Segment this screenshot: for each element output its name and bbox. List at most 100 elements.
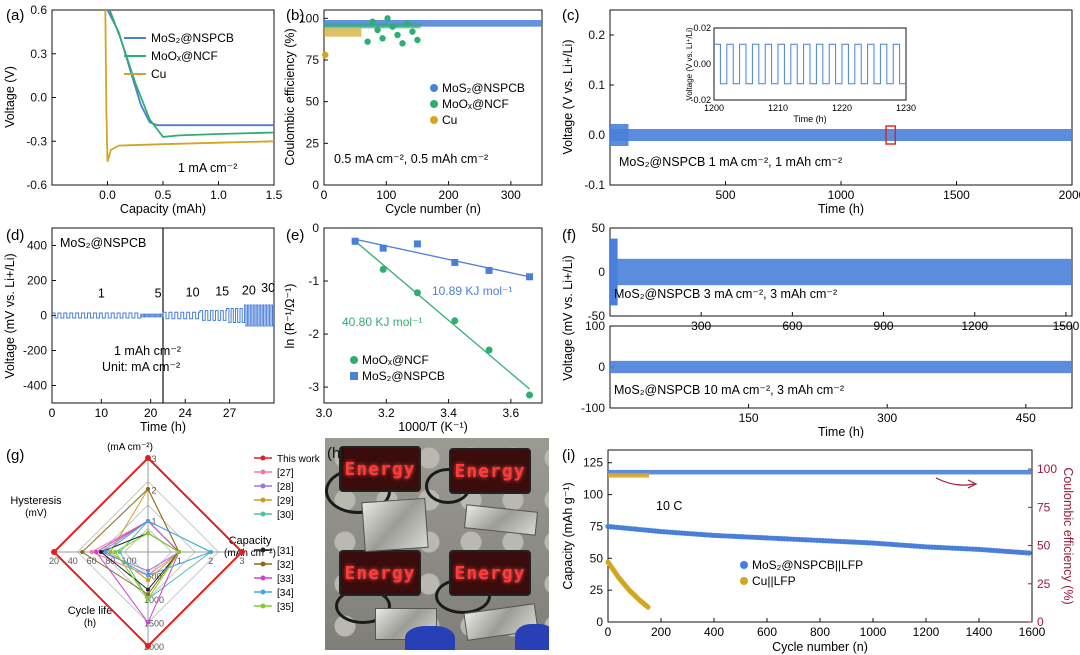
i-right-ytick-label: 50	[1037, 539, 1051, 553]
e-xtick-label: 3.6	[503, 406, 520, 420]
radar-tick-label: 500	[146, 572, 161, 582]
radar-point-4	[108, 550, 113, 554]
c-xtick-label: 2000	[1059, 188, 1080, 202]
led-panel-4: Energy	[449, 550, 531, 596]
data-point-e-2	[413, 240, 421, 248]
radar-point-8	[146, 620, 150, 625]
radar-point-10	[146, 531, 150, 536]
i-ytick-label: 50	[590, 551, 604, 565]
f1-ytick-label: 0	[598, 265, 605, 279]
radar-point-1	[239, 549, 245, 555]
a-ytick-label: 0.6	[30, 3, 47, 17]
c-xtick-label: 500	[715, 188, 735, 202]
series-point-b-2	[394, 31, 401, 39]
panel-label-i: (i)	[562, 447, 575, 464]
c-ytick-label: 0.1	[588, 78, 605, 92]
legend-b: MoS₂@NSPCB MoOₓ@NCF Cu	[430, 81, 525, 127]
rate-label-d: 10	[186, 285, 200, 299]
series-point-b-2	[399, 40, 406, 47]
f1-xtick-label: 1500	[1053, 319, 1080, 333]
x-axis-label-f: Time (h)	[818, 425, 864, 438]
y-axis-label-e: ln (R⁻¹/Ω⁻¹)	[283, 284, 297, 349]
c-xtick-label: 1500	[943, 188, 970, 202]
led-text-3: Energy	[344, 562, 416, 584]
inset-ytick-label: -0.02	[690, 95, 711, 105]
radar-tick-label: 2	[151, 485, 156, 495]
b-ytick-label: 50	[306, 95, 320, 109]
c-xtick-label: 1000	[828, 188, 855, 202]
annotation-f-1: MoS₂@NSPCB 3 mA cm⁻², 3 mAh cm⁻²	[614, 287, 837, 301]
radar-tick-label: 1000	[144, 595, 164, 605]
photo-h: Energy Energy Energy Energy	[325, 438, 549, 650]
d-ytick-label: -400	[23, 379, 47, 393]
inset-x-axis-label: Time (h)	[793, 114, 826, 124]
glove-1	[405, 626, 455, 650]
series-initial-spike-c	[610, 124, 629, 146]
radar-point-1	[51, 549, 57, 555]
legend-e: MoOₓ@NCF MoS₂@NSPCB	[350, 353, 445, 383]
legend-a-2: MoOₓ@NCF	[151, 49, 218, 63]
radar-axis-label: Current	[112, 438, 149, 441]
i-ytick-label: 125	[583, 456, 603, 470]
f2-ytick-label: 100	[585, 319, 605, 333]
series-band-f-2	[610, 360, 1072, 374]
annotation-a: 1 mA cm⁻²	[178, 161, 237, 175]
legend-a-1: MoS₂@NSPCB	[151, 31, 234, 45]
radar-axis-label: Hysteresis	[10, 495, 62, 507]
legend-a-3: Cu	[151, 67, 166, 81]
radar-point-7	[146, 487, 150, 492]
title-d: MoS₂@NSPCB	[60, 236, 146, 250]
legend-g-marker-4	[260, 497, 266, 503]
legend-g-marker-7	[260, 561, 266, 567]
legend-g-label-6: [31]	[277, 546, 294, 557]
b-ytick-label: 25	[306, 136, 320, 150]
y2-axis-label-i: Coulombic efficiency (%)	[1061, 467, 1075, 604]
b-xtick-label: 100	[376, 188, 396, 202]
panel-label-a: (a)	[6, 7, 24, 24]
e-ytick-label: -2	[308, 327, 319, 341]
series-band-c	[610, 129, 1072, 141]
radar-point-7	[146, 592, 150, 597]
panel-e: (e) 3.0 3.2 3.4 3.6 0 -1 -2 -3 10.89 KJ mol⁻¹ 40…	[283, 221, 543, 434]
e-ytick-label: -1	[308, 274, 319, 288]
i-right-ytick-label: 75	[1037, 500, 1051, 514]
f2-xtick-label: 150	[739, 411, 759, 425]
d-ytick-label: -200	[23, 344, 47, 358]
a-xtick-label: 0.0	[99, 188, 116, 202]
radar-point-10	[113, 550, 118, 554]
plot-frame-b	[323, 9, 543, 186]
legend-g-marker-3	[260, 483, 266, 489]
radar-point-7	[80, 550, 85, 554]
panel-b: (b) 0 100 200 300 0 25 50 75 100 Cycle number (n…	[283, 7, 543, 216]
fit-line-e-1	[354, 240, 530, 390]
capacity-point-i-1	[1026, 550, 1032, 556]
i-ytick-label: 0	[596, 615, 603, 629]
ce-band-i-2	[608, 472, 650, 478]
d-xtick-label: 0	[49, 406, 56, 420]
radar-tick-label: 2	[208, 556, 213, 566]
series-point-b-2	[384, 15, 391, 22]
f1-xtick-label: 1200	[961, 319, 988, 333]
x-axis-label-i: Cycle number (n)	[772, 640, 868, 654]
arrow-to-right-axis	[935, 477, 975, 486]
panel-a: (a) 0.0 0.5 1.0 1.5 -0.6 -0.3 0.0 0.3 0.6 Capaci…	[3, 3, 283, 216]
legend-b-2: MoOₓ@NCF	[442, 97, 509, 111]
rate-label-d: 1	[98, 286, 105, 300]
e-xtick-label: 3.4	[440, 406, 457, 420]
data-point-e-1	[526, 391, 534, 399]
radar-axis-unit: (h)	[84, 618, 96, 629]
radar-tick-label: 1500	[144, 619, 164, 629]
i-xtick-label: 800	[810, 625, 830, 639]
panel-label-d: (d)	[6, 227, 24, 244]
i-xtick-label: 0	[605, 625, 612, 639]
a-ytick-label: 0.0	[30, 91, 47, 105]
i-ytick-label: 100	[583, 488, 603, 502]
i-xtick-label: 600	[757, 625, 777, 639]
f1-xtick-label: 900	[874, 319, 894, 333]
legend-g-marker-9	[260, 589, 266, 595]
series-point-b-2	[379, 35, 386, 42]
legend-g-label-1: This work	[277, 454, 321, 465]
x-axis-label-a: Capacity (mAh)	[120, 202, 206, 216]
f1-ytick-label: -50	[588, 309, 606, 323]
